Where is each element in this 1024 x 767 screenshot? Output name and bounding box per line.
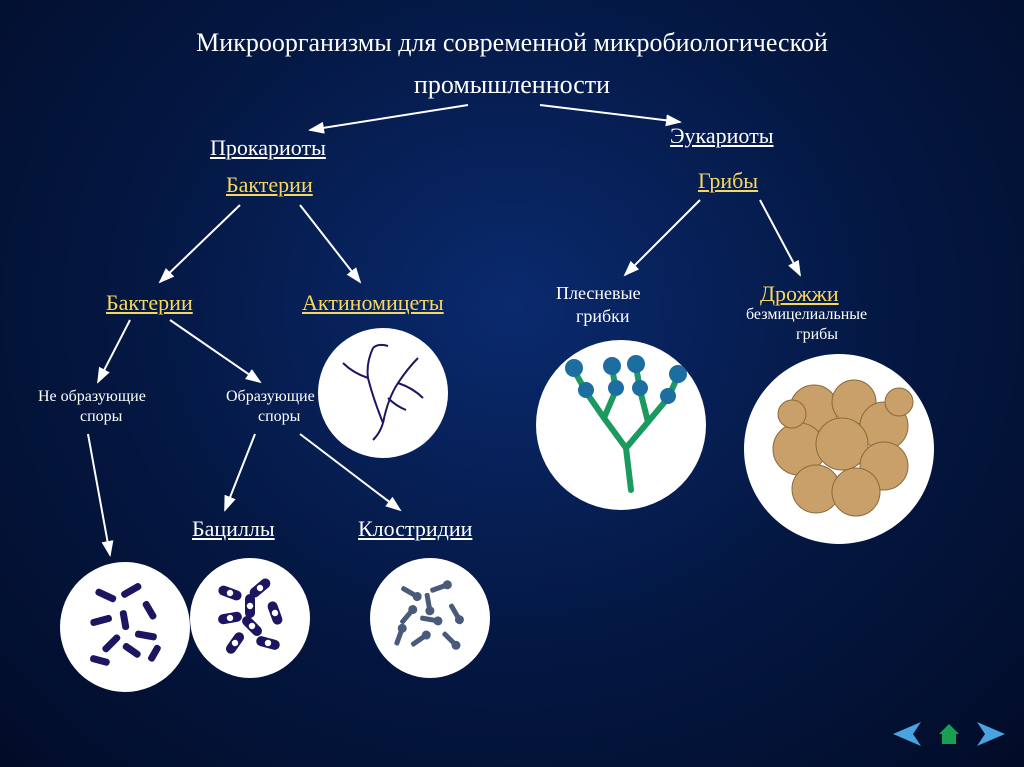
label-bacteria_sub: Бактерии	[106, 290, 193, 316]
label-spore1: Образующие	[226, 388, 315, 406]
nav-next-button[interactable]	[976, 719, 1006, 749]
label-yeast: Дрожжи	[760, 281, 839, 307]
title-line-2: промышленности	[414, 70, 610, 99]
label-non_spore2: споры	[80, 408, 122, 426]
label-mold1: Плесневые	[556, 283, 641, 304]
bacilli-illustration	[190, 558, 310, 678]
non-spore-bacteria-illustration	[60, 562, 190, 692]
label-bacilli: Бациллы	[192, 516, 275, 542]
nav-home-button[interactable]	[934, 719, 964, 749]
label-eukaryotes: Эукариоты	[670, 123, 774, 149]
label-prokaryotes: Прокариоты	[210, 135, 326, 161]
mold-illustration	[536, 340, 706, 510]
actinomycetes-illustration	[318, 328, 448, 458]
clostridia-illustration	[370, 558, 490, 678]
label-actinomycetes: Актиномицеты	[302, 290, 444, 316]
label-yeast_sub1: безмицелиальные	[746, 306, 867, 324]
label-non_spore1: Не образующие	[38, 388, 146, 406]
label-yeast_sub2: грибы	[796, 326, 838, 344]
nav-prev-button[interactable]	[892, 719, 922, 749]
label-clostridia: Клостридии	[358, 516, 472, 542]
title-line-1: Микроорганизмы для современной микробиол…	[196, 28, 828, 57]
label-spore2: споры	[258, 408, 300, 426]
yeast-illustration	[744, 354, 934, 544]
label-mold2: грибки	[576, 306, 630, 327]
page-title: Микроорганизмы для современной микробиол…	[0, 22, 1024, 105]
nav-controls	[892, 719, 1006, 749]
label-bacteria_top: Бактерии	[226, 172, 313, 198]
label-fungi: Грибы	[698, 168, 758, 194]
